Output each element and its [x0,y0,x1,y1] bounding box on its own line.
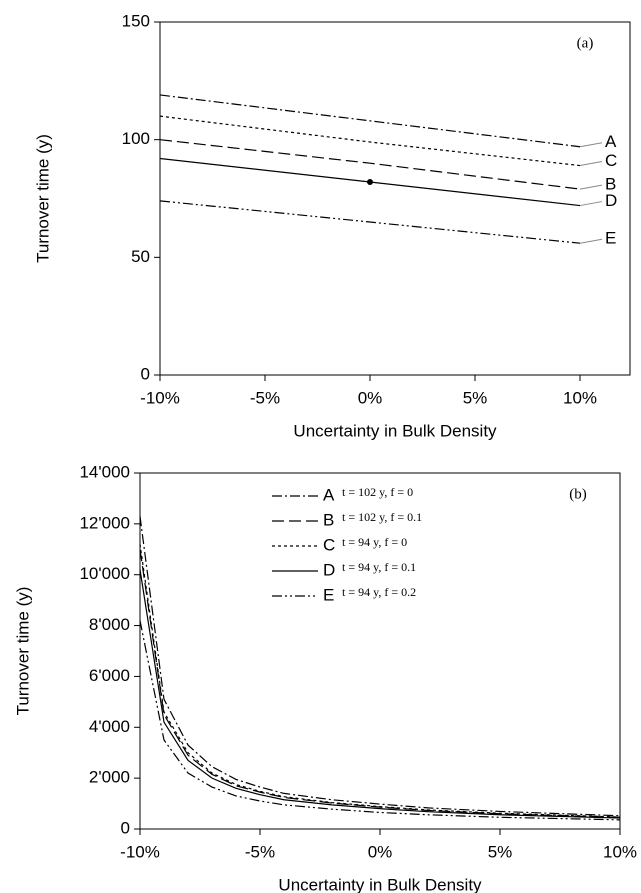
y-tick-label: 50 [131,247,150,266]
legend-description: t = 94 y, f = 0.2 [342,585,416,599]
legend-label: A [323,485,335,504]
y-tick-label: 2'000 [89,768,130,787]
series-line [139,620,621,821]
y-axis-label: Turnover time (y) [13,587,32,716]
panel-label: (b) [569,486,587,502]
series-line [159,115,581,167]
legend-label: B [323,510,334,529]
x-tick-label: 0% [358,388,383,407]
x-tick-label: 5% [463,388,488,407]
y-tick-label: 0 [141,364,150,383]
panel-label: (a) [577,35,594,51]
y-tick-label: 10'000 [79,564,130,583]
x-tick-label: 10% [603,842,637,861]
y-tick-label: 14'000 [79,462,130,481]
series-line [139,569,621,819]
y-tick-label: 100 [122,129,150,148]
series-label: B [605,175,616,194]
leader-line [579,161,603,167]
plot-frame [159,21,631,376]
leader-line [579,142,603,148]
legend-label: C [323,535,335,554]
series-line [159,200,581,244]
x-tick-label: -10% [140,388,180,407]
y-tick-label: 150 [122,11,150,30]
plot-frame [139,472,621,830]
y-tick-label: 4'000 [89,717,130,736]
x-tick-label: -10% [120,842,160,861]
x-tick-label: -5% [245,842,275,861]
y-tick-label: 12'000 [79,513,130,532]
y-tick-label: 6'000 [89,666,130,685]
y-tick-label: 8'000 [89,615,130,634]
legend-description: t = 94 y, f = 0 [342,535,407,549]
leader-line [579,201,603,207]
series-line [139,516,621,817]
x-tick-label: 0% [368,842,393,861]
legend-description: t = 102 y, f = 0.1 [342,510,422,524]
x-tick-label: 5% [488,842,513,861]
series-line [159,94,581,148]
y-axis-label: Turnover time (y) [33,134,52,263]
legend-description: t = 94 y, f = 0.1 [342,560,416,574]
series-line [159,139,581,190]
series-label: D [605,191,617,210]
data-point [367,179,373,186]
leader-line [579,238,603,244]
legend-label: E [323,585,334,604]
x-tick-label: -5% [250,388,280,407]
legend-description: t = 102 y, f = 0 [342,485,413,499]
x-axis-label: Uncertainty in Bulk Density [293,421,497,440]
series-label: E [605,229,616,248]
legend-label: D [323,560,335,579]
leader-line [579,184,603,190]
y-tick-label: 0 [121,818,130,837]
series-label: A [605,132,617,151]
x-axis-label: Uncertainty in Bulk Density [278,875,482,893]
series-line [139,544,621,818]
x-tick-label: 10% [563,388,597,407]
series-label: C [605,151,617,170]
